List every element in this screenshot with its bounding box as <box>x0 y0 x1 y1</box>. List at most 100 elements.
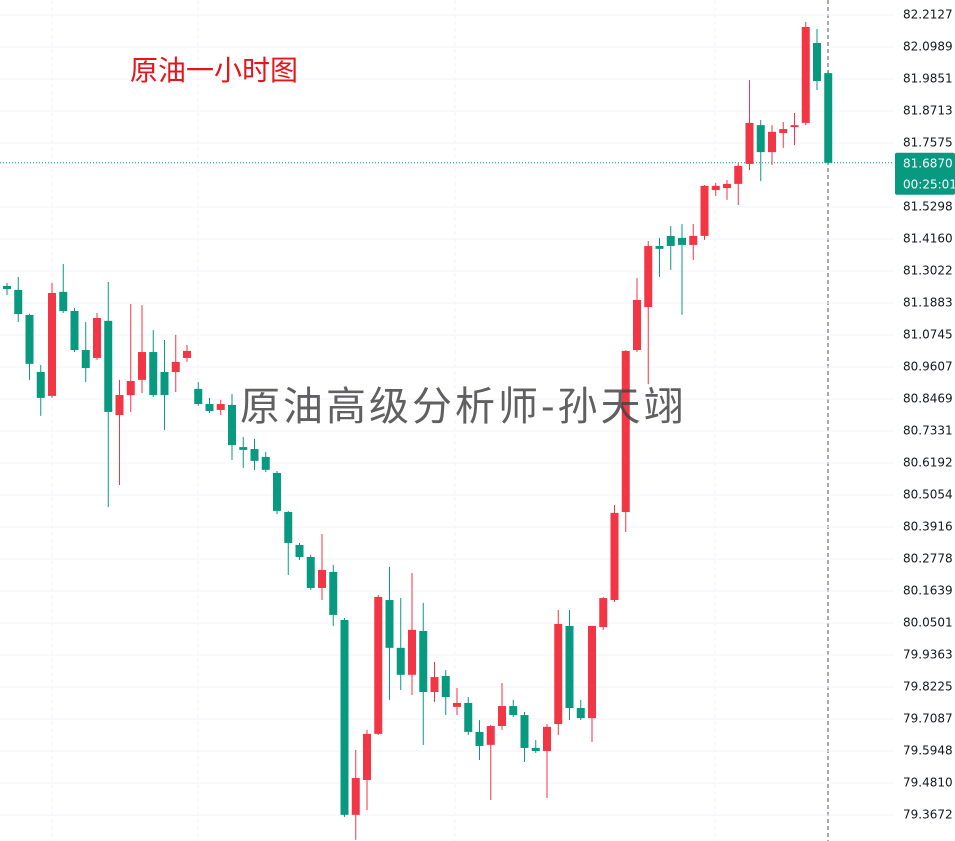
candle-body <box>520 715 529 748</box>
candle-body <box>610 512 619 601</box>
candle-body <box>441 675 450 698</box>
candle-body <box>711 185 720 191</box>
candle-body <box>565 625 574 709</box>
candle-body <box>329 571 338 615</box>
y-tick-label: 79.4810 <box>903 776 953 790</box>
candle-body <box>599 598 608 628</box>
candle-body <box>756 125 765 153</box>
candle-body <box>453 702 461 707</box>
y-tick-label: 79.3672 <box>903 808 953 822</box>
candle-body <box>59 291 68 311</box>
y-tick-label: 81.1883 <box>903 296 953 310</box>
candle-body <box>824 73 833 163</box>
candle-body <box>475 731 484 746</box>
y-tick-label: 79.7087 <box>903 712 953 726</box>
candle-body <box>261 456 270 470</box>
candle-body <box>689 235 698 245</box>
candle-body <box>340 619 349 815</box>
candle-body <box>801 26 810 123</box>
candle-body <box>3 285 11 290</box>
candle-body <box>666 235 675 247</box>
candle-body <box>655 246 664 249</box>
candle-body <box>374 596 383 734</box>
y-tick-label: 82.0989 <box>903 39 953 53</box>
candle-body <box>745 122 754 164</box>
candle-body <box>633 300 641 351</box>
candle-body <box>250 449 259 461</box>
candle-body <box>149 352 158 396</box>
candle-body <box>295 544 304 558</box>
candle-body <box>104 320 113 412</box>
candle-body <box>408 629 416 675</box>
candle-body <box>700 185 709 236</box>
grid-layer <box>0 14 893 816</box>
y-tick-label: 80.0501 <box>903 616 953 630</box>
candle-layer <box>3 21 833 840</box>
candle-body <box>318 569 326 588</box>
y-tick-label: 80.1639 <box>903 584 953 598</box>
candle-body <box>363 733 371 780</box>
y-tick-label: 80.3916 <box>903 520 953 534</box>
candle-body <box>36 371 45 398</box>
candle-body <box>779 129 788 133</box>
y-tick-label: 81.4160 <box>903 232 953 246</box>
candle-body <box>228 404 236 446</box>
candle-body <box>734 165 743 184</box>
candle-body <box>486 725 495 745</box>
y-tick-label: 79.5948 <box>903 744 953 758</box>
candle-body <box>498 706 506 726</box>
candle-body <box>171 361 180 372</box>
y-tick-label: 80.7331 <box>903 424 953 438</box>
candle-body <box>509 706 518 716</box>
candle-body <box>554 623 563 725</box>
price-badge <box>895 152 955 195</box>
candle-body <box>430 677 439 692</box>
countdown: 00:25:01 <box>903 177 955 191</box>
y-tick-label: 81.0745 <box>903 328 953 342</box>
candle-body <box>14 289 23 315</box>
candle-body <box>239 447 248 450</box>
candle-body <box>588 625 596 719</box>
watermark: 原油高级分析师-孙天翊 <box>240 384 687 430</box>
candle-body <box>70 310 79 351</box>
candle-body <box>205 404 214 412</box>
candle-body <box>183 350 191 358</box>
candle-body <box>543 726 551 752</box>
candle-body <box>115 395 124 416</box>
candle-body <box>464 702 473 732</box>
candle-body <box>25 314 34 364</box>
candle-body <box>768 131 776 153</box>
candle-body <box>273 472 281 511</box>
candle-body <box>48 292 56 396</box>
price-axis: 82.2127 82.0989 81.9851 81.8713 81.7575 81.52… <box>895 7 955 822</box>
candle-body <box>621 350 630 513</box>
candle-body <box>81 350 90 369</box>
candle-body <box>126 380 135 396</box>
candle-body <box>576 708 585 719</box>
last-price-label: 81.6870 <box>903 156 953 170</box>
candle-body <box>678 237 686 245</box>
y-tick-label: 79.8225 <box>903 680 953 694</box>
candle-body <box>93 318 101 358</box>
y-tick-label: 80.8469 <box>903 392 953 406</box>
candle-body <box>790 125 799 128</box>
y-tick-label: 81.5298 <box>903 200 953 214</box>
candle-body <box>723 183 731 189</box>
y-tick-label: 81.9851 <box>903 71 953 85</box>
y-tick-label: 79.9363 <box>903 648 953 662</box>
y-tick-label: 82.2127 <box>903 7 953 21</box>
y-tick-label: 81.7575 <box>903 135 953 149</box>
y-tick-label: 80.6192 <box>903 456 953 470</box>
candle-body <box>351 778 360 815</box>
candle-body <box>531 747 540 752</box>
candle-body <box>644 246 653 308</box>
candle-body <box>419 630 428 692</box>
y-tick-label: 81.8713 <box>903 103 953 117</box>
candle-body <box>813 43 821 81</box>
y-tick-label: 80.9607 <box>903 360 953 374</box>
y-tick-label: 80.5054 <box>903 488 953 502</box>
y-tick-label: 81.3022 <box>903 263 953 277</box>
candle-body <box>284 512 293 543</box>
candle-body <box>396 647 405 675</box>
candle-body <box>160 371 169 396</box>
